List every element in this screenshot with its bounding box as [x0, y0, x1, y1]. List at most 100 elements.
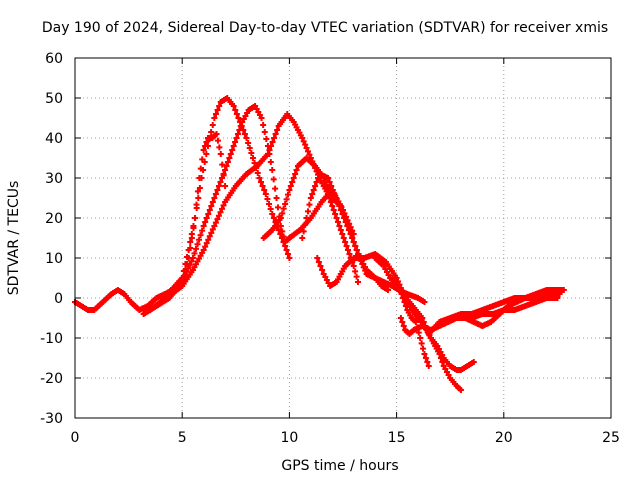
data-point [203, 215, 210, 221]
x-tick-label: 10 [280, 430, 298, 446]
data-point [286, 187, 293, 193]
data-point [198, 175, 205, 181]
data-point [204, 143, 211, 149]
x-tick-label: 5 [178, 430, 187, 446]
data-point [422, 355, 429, 361]
data-point [290, 175, 297, 181]
data-point [237, 123, 244, 129]
data-point [274, 204, 281, 211]
data-point [232, 107, 239, 113]
data-point [336, 203, 343, 209]
data-point [324, 175, 331, 181]
data-point [397, 287, 404, 293]
data-point [470, 359, 477, 365]
y-tick-label: 30 [45, 171, 63, 187]
data-point [283, 247, 290, 253]
x-tick-label: 15 [388, 430, 406, 446]
series-sat-f [299, 171, 392, 293]
data-point [220, 171, 227, 177]
data-point [263, 136, 270, 142]
data-point [312, 183, 319, 189]
y-tick-label: -30 [40, 411, 63, 427]
y-tick-label: -20 [40, 371, 63, 387]
data-point [315, 259, 322, 265]
data-point [344, 223, 351, 229]
data-point [284, 191, 291, 198]
data-point [190, 223, 197, 229]
data-point [300, 228, 307, 235]
y-tick-label: 40 [45, 131, 63, 147]
x-tick-label: 0 [71, 430, 80, 446]
data-point [200, 167, 207, 173]
data-point [339, 231, 346, 237]
data-point [202, 243, 209, 250]
data-point [277, 223, 284, 229]
data-point [192, 215, 199, 221]
data-point [350, 263, 357, 269]
data-point [334, 219, 341, 225]
data-point [195, 195, 202, 201]
data-point [268, 143, 275, 149]
data-point [421, 351, 428, 357]
data-point [214, 216, 221, 223]
data-point [280, 233, 287, 240]
y-tick-label: 10 [45, 251, 63, 267]
data-point [331, 191, 338, 197]
data-point [266, 201, 273, 207]
data-point [279, 228, 286, 235]
data-point [345, 247, 352, 253]
data-point [200, 223, 207, 229]
data-point [400, 295, 407, 301]
data-point [340, 235, 347, 241]
data-point [267, 206, 274, 212]
data-point [280, 205, 287, 212]
data-point [196, 185, 203, 191]
data-point [214, 107, 221, 113]
data-point [342, 239, 349, 245]
data-point [213, 131, 220, 137]
data-point [219, 205, 226, 212]
data-point [270, 215, 277, 221]
data-point [261, 129, 268, 135]
data-point [206, 233, 213, 240]
data-point [185, 247, 192, 253]
data-point [233, 135, 240, 141]
data-point [196, 236, 203, 243]
data-point [222, 183, 229, 189]
data-point [304, 148, 311, 155]
y-tick-label: -10 [40, 331, 63, 347]
data-point [400, 323, 407, 329]
data-point [222, 167, 229, 173]
data-point [299, 235, 306, 241]
data-point [306, 201, 313, 208]
y-tick-label: 0 [54, 291, 63, 307]
data-point [259, 183, 266, 189]
plot-frame [74, 57, 612, 419]
data-point [257, 179, 264, 185]
data-point [332, 211, 339, 217]
data-point [352, 268, 359, 275]
data-point [269, 139, 276, 145]
data-point [186, 261, 193, 268]
data-point [333, 195, 340, 201]
data-point [337, 207, 344, 213]
data-point [401, 299, 408, 305]
y-tick-label: 20 [45, 211, 63, 227]
data-point [309, 191, 316, 197]
data-point [303, 215, 310, 221]
axis-ticks: 0 5 10 15 20 25 -30 -20 -10 0 10 20 30 40 50 60 [40, 51, 620, 446]
data-point [215, 183, 222, 189]
data-point [313, 179, 320, 185]
data-point [292, 171, 299, 177]
data-point [234, 131, 241, 137]
data-point [353, 247, 360, 253]
data-point [287, 183, 294, 189]
data-point [184, 254, 191, 260]
data-point [385, 287, 392, 293]
data-point [270, 176, 277, 183]
data-point [303, 145, 310, 151]
data-point [326, 188, 333, 195]
data-point [269, 167, 276, 173]
data-point [457, 387, 464, 393]
data-point [402, 303, 409, 309]
